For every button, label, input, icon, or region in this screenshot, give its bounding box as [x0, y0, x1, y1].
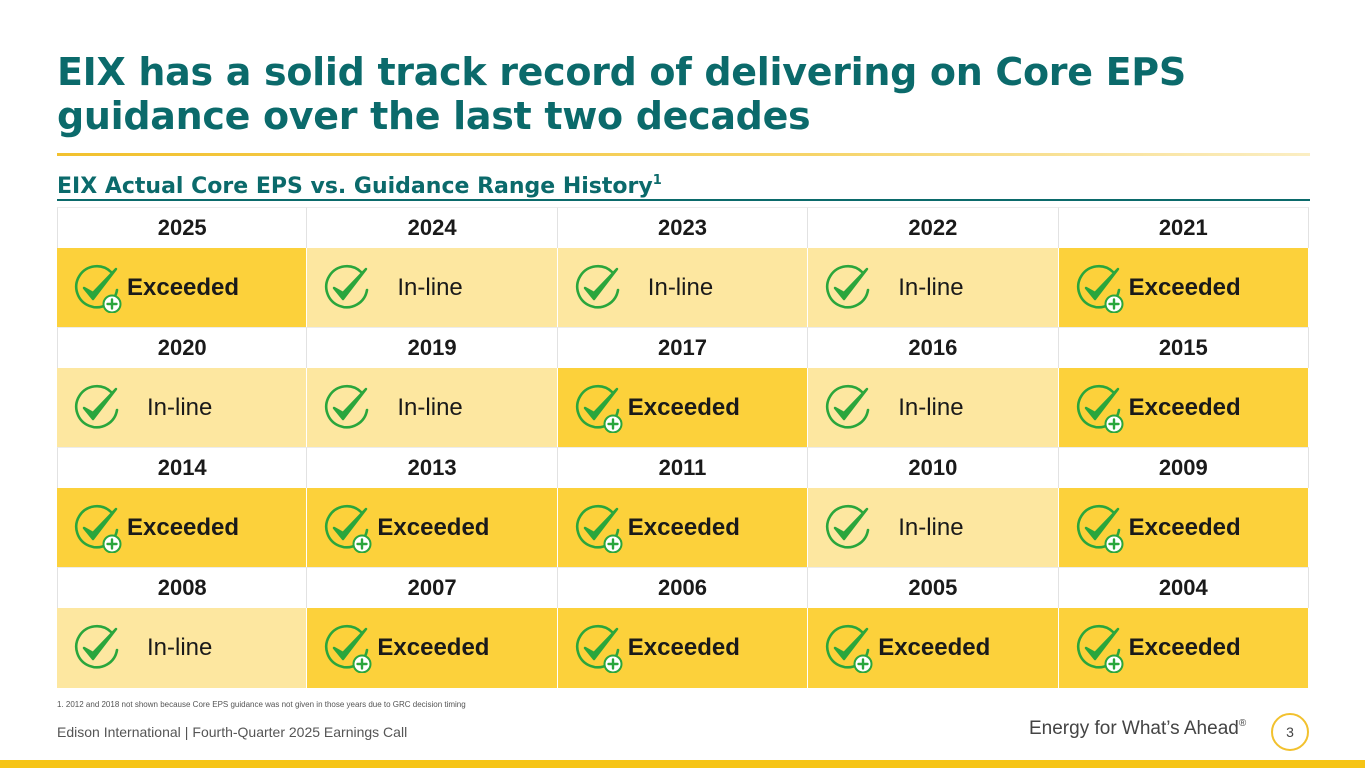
status-cell-exceeded: Exceeded — [1058, 488, 1309, 567]
status-label: Exceeded — [377, 513, 490, 541]
status-cell-inline: In-line — [808, 368, 1059, 447]
status-label: In-line — [147, 393, 213, 421]
status-cell-exceeded: Exceeded — [808, 608, 1059, 688]
footnote: 1. 2012 and 2018 not shown because Core … — [57, 700, 466, 709]
year-label: 2005 — [808, 567, 1059, 608]
year-label: 2011 — [557, 447, 809, 488]
footer-info: Edison International | Fourth-Quarter 2025… — [57, 724, 407, 740]
check-plus-icon — [321, 503, 373, 553]
section-subtitle: EIX Actual Core EPS vs. Guidance Range H… — [57, 167, 662, 201]
check-plus-icon — [1073, 503, 1125, 553]
year-label: 2019 — [307, 327, 558, 368]
status-label: In-line — [397, 273, 463, 301]
status-label: In-line — [898, 393, 964, 421]
year-label: 2013 — [307, 447, 558, 488]
check-plus-icon — [572, 383, 624, 433]
status-label: In-line — [898, 273, 964, 301]
year-label: 2022 — [808, 207, 1059, 248]
tagline-text: Energy for What’s Ahead — [1029, 718, 1239, 739]
year-label: 2017 — [557, 327, 809, 368]
status-label: Exceeded — [878, 634, 991, 661]
check-icon — [71, 623, 123, 673]
status-cell-exceeded: Exceeded — [557, 488, 809, 567]
status-cell-inline: In-line — [57, 608, 308, 688]
year-label: 2010 — [808, 447, 1059, 488]
subtitle-text: EIX Actual Core EPS vs. Guidance Range H… — [57, 174, 653, 199]
title-divider — [57, 153, 1310, 156]
page-number: 3 — [1271, 713, 1309, 751]
year-label: 2023 — [557, 207, 809, 248]
bottom-accent-bar — [0, 760, 1365, 768]
status-cell-exceeded: Exceeded — [57, 248, 308, 327]
year-label: 2008 — [57, 567, 308, 608]
status-label: In-line — [147, 634, 213, 661]
year-label: 2014 — [57, 447, 308, 488]
status-cell-inline: In-line — [557, 248, 809, 327]
check-icon — [321, 383, 373, 433]
check-plus-icon — [71, 263, 123, 313]
status-label: Exceeded — [627, 634, 740, 661]
status-cell-exceeded: Exceeded — [307, 608, 558, 688]
footer-event: Fourth-Quarter 2025 Earnings Call — [192, 724, 408, 740]
brand-tagline: Energy for What’s Ahead® — [1029, 718, 1246, 740]
check-plus-icon — [1073, 623, 1125, 674]
footer-separator: | — [184, 724, 189, 740]
status-label: Exceeded — [627, 513, 740, 541]
registered-mark: ® — [1238, 718, 1247, 729]
check-icon — [822, 383, 874, 433]
status-cell-exceeded: Exceeded — [57, 488, 308, 567]
check-plus-icon — [822, 623, 874, 674]
status-cell-inline: In-line — [307, 368, 558, 447]
status-cell-exceeded: Exceeded — [307, 488, 558, 567]
year-label: 2021 — [1058, 207, 1309, 248]
year-label: 2024 — [307, 207, 558, 248]
check-icon — [71, 383, 123, 433]
status-label: Exceeded — [127, 273, 240, 301]
status-label: Exceeded — [627, 393, 740, 421]
status-label: Exceeded — [1128, 393, 1241, 421]
status-cell-inline: In-line — [808, 488, 1059, 567]
status-label: Exceeded — [127, 513, 240, 541]
subtitle-divider — [57, 199, 1310, 201]
status-cell-exceeded: Exceeded — [557, 608, 809, 688]
year-label: 2025 — [57, 207, 308, 248]
check-icon — [572, 263, 624, 313]
status-label: In-line — [898, 513, 964, 541]
page-title: EIX has a solid track record of deliveri… — [57, 50, 1186, 138]
footnote-marker: 1 — [652, 173, 662, 188]
check-plus-icon — [321, 623, 373, 674]
status-cell-exceeded: Exceeded — [557, 368, 809, 447]
status-label: Exceeded — [1128, 513, 1241, 541]
status-label: In-line — [647, 273, 714, 301]
year-label: 2006 — [557, 567, 809, 608]
status-cell-exceeded: Exceeded — [1058, 368, 1309, 447]
footer-company: Edison International — [57, 724, 181, 740]
year-label: 2015 — [1058, 327, 1309, 368]
year-label: 2020 — [57, 327, 308, 368]
status-cell-exceeded: Exceeded — [1058, 248, 1309, 327]
check-icon — [822, 503, 874, 553]
year-label: 2007 — [307, 567, 558, 608]
status-label: Exceeded — [377, 634, 490, 661]
status-label: Exceeded — [1128, 273, 1241, 301]
status-cell-inline: In-line — [307, 248, 558, 327]
check-icon — [321, 263, 373, 313]
check-plus-icon — [1073, 383, 1125, 433]
year-label: 2009 — [1058, 447, 1309, 488]
eps-history-grid: 2025 2024 2023 2022 2021 Exceeded In-line In-li… — [57, 207, 1309, 688]
check-icon — [822, 263, 874, 313]
check-plus-icon — [572, 503, 624, 553]
check-plus-icon — [1073, 263, 1125, 313]
status-cell-exceeded: Exceeded — [1058, 608, 1309, 688]
year-label: 2004 — [1058, 567, 1309, 608]
status-cell-inline: In-line — [808, 248, 1059, 327]
check-plus-icon — [572, 623, 624, 674]
status-label: In-line — [397, 393, 463, 421]
check-plus-icon — [71, 503, 123, 553]
year-label: 2016 — [808, 327, 1059, 368]
status-label: Exceeded — [1128, 634, 1241, 661]
status-cell-inline: In-line — [57, 368, 308, 447]
